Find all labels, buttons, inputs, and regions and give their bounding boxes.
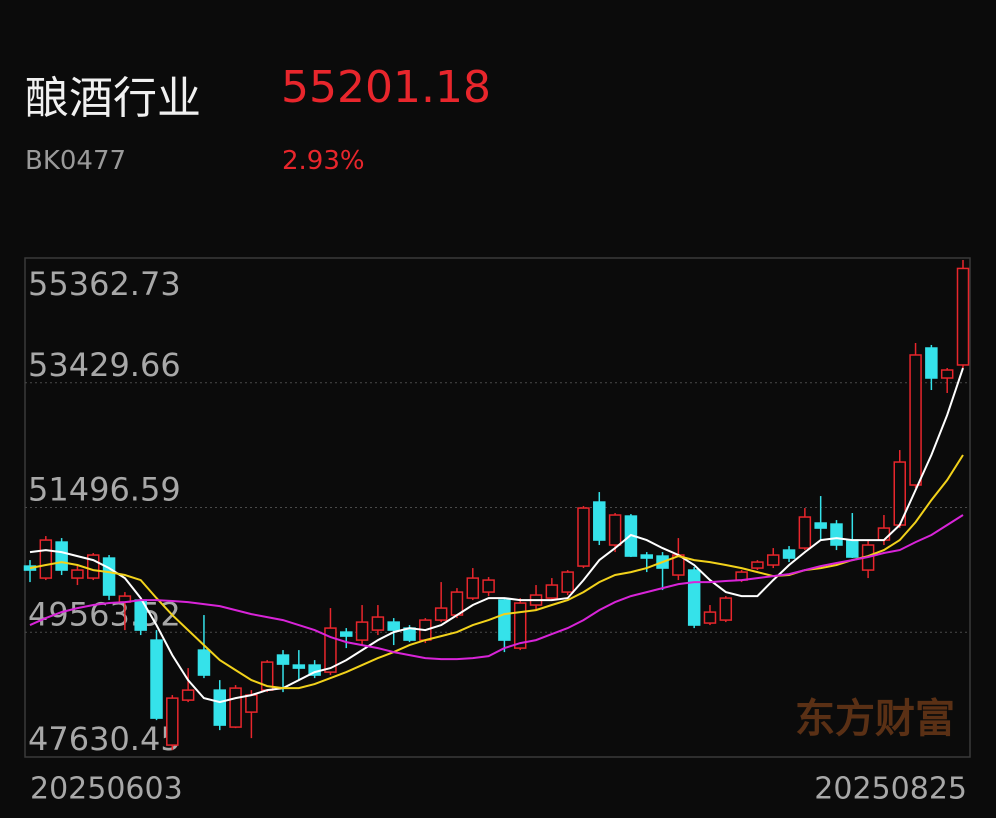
candle-body bbox=[814, 522, 827, 529]
candle-body bbox=[513, 602, 527, 649]
ma-line bbox=[29, 514, 964, 661]
sector-name: 酿酒行业 bbox=[25, 73, 201, 124]
y-tick-label: 53429.66 bbox=[28, 346, 181, 384]
candle-body bbox=[703, 611, 717, 624]
y-tick-label: 55362.73 bbox=[28, 265, 181, 303]
y-tick-label: 47630.45 bbox=[28, 720, 181, 758]
y-tick-label: 51496.59 bbox=[28, 471, 181, 509]
candle-body bbox=[545, 584, 559, 599]
candle-body bbox=[87, 554, 100, 579]
candle-body bbox=[292, 664, 306, 669]
candle-body bbox=[150, 639, 163, 719]
candle-body bbox=[640, 554, 653, 559]
price: 55201.18 bbox=[281, 62, 491, 113]
candle-body bbox=[197, 649, 211, 676]
candle-body bbox=[925, 347, 938, 379]
candle-body bbox=[798, 516, 812, 549]
candle-body bbox=[466, 577, 480, 599]
change: 2.93% bbox=[282, 146, 365, 176]
candle-body bbox=[687, 569, 701, 626]
candle-body bbox=[324, 627, 337, 673]
x-tick-label: 20250825 bbox=[814, 772, 967, 807]
candle-body bbox=[340, 631, 353, 637]
candle-body bbox=[482, 579, 495, 593]
x-tick-label: 20250603 bbox=[30, 772, 183, 807]
candle-body bbox=[877, 527, 891, 541]
ma-line bbox=[29, 367, 964, 704]
candle-body bbox=[577, 507, 590, 567]
candle-body bbox=[213, 689, 227, 726]
candle-body bbox=[909, 354, 922, 486]
candle-body bbox=[166, 697, 179, 746]
candle-body bbox=[71, 569, 84, 579]
code: BK0477 bbox=[25, 146, 127, 176]
candle-body bbox=[355, 621, 369, 641]
candle-body bbox=[55, 541, 68, 571]
candle-body bbox=[719, 597, 733, 621]
candle-body bbox=[561, 571, 574, 593]
candle-body bbox=[371, 616, 385, 631]
candle-body bbox=[608, 514, 622, 546]
candle-body bbox=[940, 369, 954, 379]
candle-body bbox=[956, 267, 970, 366]
candle-body bbox=[276, 654, 290, 665]
candle-body bbox=[229, 687, 242, 728]
candle-body bbox=[102, 557, 116, 596]
watermark: 东方财富 bbox=[795, 695, 955, 742]
candle-body bbox=[782, 549, 796, 559]
candle-body bbox=[39, 539, 53, 579]
candle-body bbox=[387, 621, 400, 631]
candle-body bbox=[498, 599, 511, 641]
candle-body bbox=[434, 607, 448, 621]
candle-body bbox=[846, 539, 859, 558]
candle-body bbox=[830, 523, 843, 546]
candle-body bbox=[751, 561, 764, 569]
candle-body bbox=[181, 689, 195, 701]
candle-body bbox=[245, 694, 258, 713]
candle-body bbox=[766, 554, 780, 566]
candle-body bbox=[593, 501, 606, 541]
